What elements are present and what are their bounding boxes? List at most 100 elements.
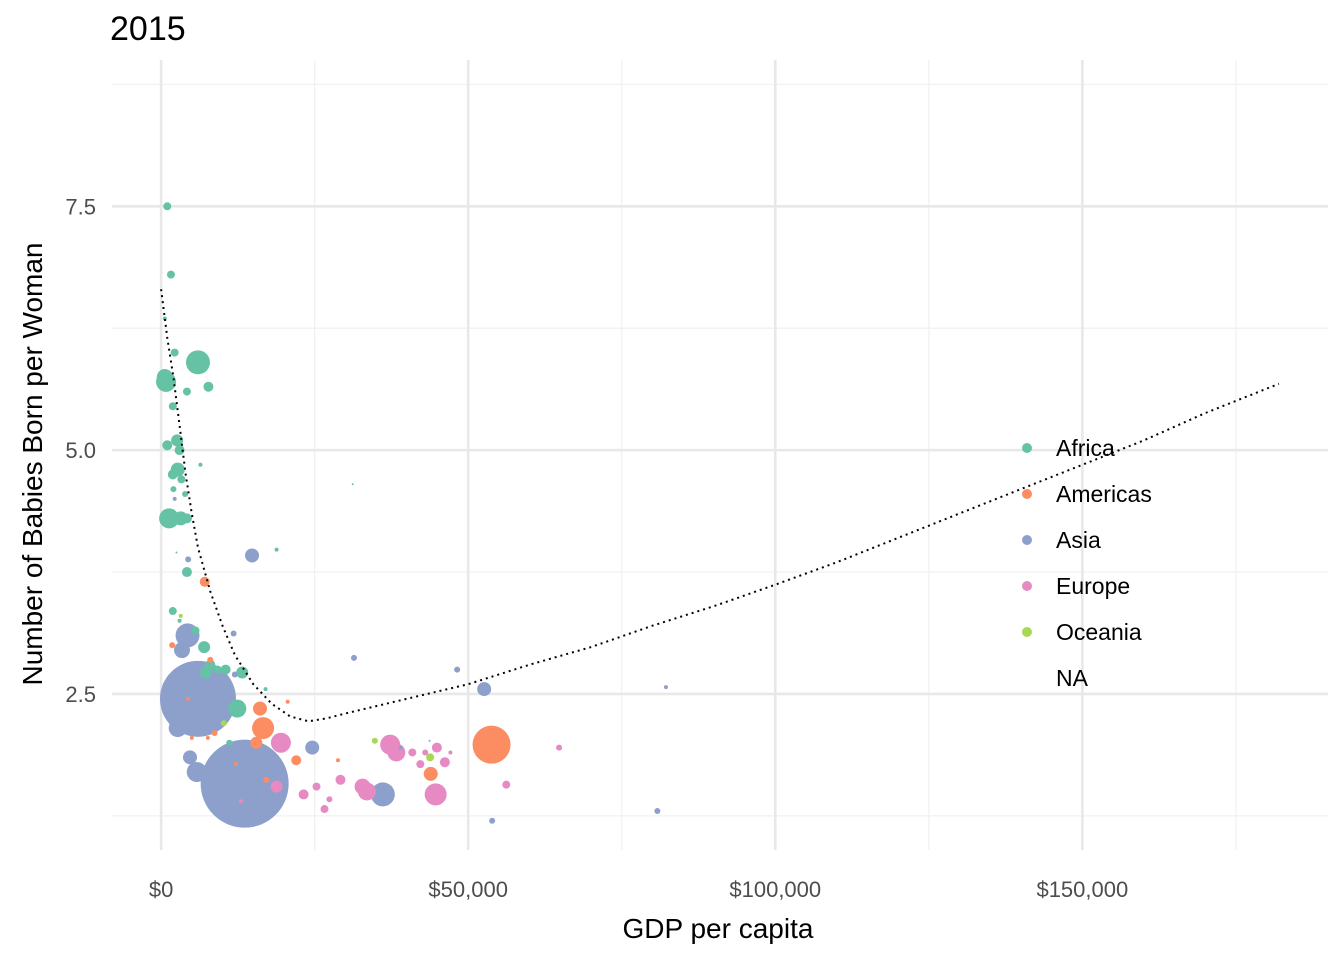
data-point-europe — [326, 796, 333, 803]
legend-key-oceania — [1022, 627, 1032, 637]
data-point-africa — [205, 659, 216, 670]
data-point-asia — [663, 685, 668, 690]
data-point-africa — [168, 402, 177, 411]
data-point-americas — [472, 725, 511, 764]
data-point-europe — [335, 774, 346, 785]
legend-key-africa — [1022, 443, 1032, 453]
data-point-europe — [312, 782, 321, 791]
data-point-americas — [186, 696, 191, 701]
data-point-africa — [198, 462, 203, 467]
x-tick-label: $50,000 — [428, 877, 508, 902]
data-point-europe — [448, 750, 453, 755]
data-point-americas — [423, 766, 438, 781]
data-point-africa — [170, 348, 179, 357]
data-point-asia — [454, 666, 461, 673]
data-point-americas — [250, 736, 263, 749]
x-axis-label: GDP per capita — [623, 913, 814, 944]
data-point-europe — [502, 780, 511, 789]
data-point-africa — [167, 469, 178, 480]
data-point-europe — [387, 743, 406, 762]
data-point-africa — [182, 387, 191, 396]
data-point-asia — [398, 745, 403, 750]
data-point-africa — [168, 607, 177, 616]
legend-label-oceania: Oceania — [1056, 619, 1142, 645]
data-point-americas — [205, 735, 210, 740]
minor-gridlines — [112, 60, 1328, 850]
major-gridlines — [112, 60, 1328, 850]
data-point-africa — [163, 202, 172, 211]
x-tick-labels: $0 $50,000 $100,000 $150,000 — [149, 877, 1128, 902]
data-point-asia — [174, 642, 191, 659]
data-point-oceania — [371, 737, 378, 744]
data-point-asia — [245, 548, 260, 563]
data-point-africa — [159, 508, 180, 529]
data-point-asia — [159, 660, 236, 737]
data-point-oceania — [426, 753, 435, 762]
data-point-africa — [198, 641, 211, 654]
data-point-europe — [298, 789, 309, 800]
data-point-europe — [354, 778, 371, 795]
data-point-asia — [186, 761, 207, 782]
data-point-africa — [351, 483, 354, 486]
data-point-americas — [336, 758, 341, 763]
data-point-europe — [320, 805, 329, 814]
legend-label-na: NA — [1056, 665, 1089, 691]
data-point-europe — [439, 757, 450, 768]
data-point-europe — [431, 742, 442, 753]
data-point-africa — [170, 486, 177, 493]
data-point-asia — [168, 719, 187, 738]
data-point-africa — [236, 666, 249, 679]
data-point-africa — [177, 475, 186, 484]
data-point-americas — [211, 729, 218, 736]
x-tick-label: $100,000 — [729, 877, 821, 902]
data-point-asia — [230, 630, 237, 637]
chart-title: 2015 — [110, 10, 186, 48]
data-point-europe — [270, 732, 291, 753]
data-point-africa — [181, 567, 192, 578]
data-point-africa — [174, 445, 185, 456]
legend-key-europe — [1022, 581, 1032, 591]
data-point-americas — [234, 762, 239, 767]
data-point-americas — [169, 642, 176, 649]
data-point-asia — [350, 654, 357, 661]
data-point-asia — [187, 662, 202, 677]
y-tick-label: 2.5 — [65, 682, 96, 707]
data-point-oceania — [220, 720, 227, 727]
data-point-africa — [182, 491, 189, 498]
legend-key-americas — [1022, 489, 1032, 499]
data-point-asia — [172, 496, 177, 501]
legend-key-asia — [1022, 535, 1032, 545]
data-point-asia — [428, 739, 431, 742]
data-point-asia — [477, 682, 492, 697]
data-point-europe — [424, 783, 447, 806]
data-point-asia — [654, 807, 661, 814]
x-tick-label: $0 — [149, 877, 173, 902]
data-point-europe — [422, 749, 429, 756]
data-point-africa — [181, 513, 192, 524]
data-point-africa — [274, 547, 279, 552]
data-point-europe — [238, 799, 243, 804]
data-point-africa — [162, 440, 173, 451]
data-point-africa — [263, 687, 268, 692]
data-point-africa — [166, 270, 175, 279]
y-tick-label: 7.5 — [65, 194, 96, 219]
data-point-asia — [305, 740, 320, 755]
data-point-africa — [228, 699, 247, 718]
data-point-europe — [556, 744, 563, 751]
data-point-americas — [207, 656, 214, 663]
y-axis-label: Number of Babies Born per Woman — [17, 242, 48, 685]
data-point-asia — [231, 671, 238, 678]
data-point-europe — [408, 748, 417, 757]
data-point-americas — [263, 776, 270, 783]
data-point-africa — [175, 551, 178, 554]
legend-label-europe: Europe — [1056, 573, 1130, 599]
data-point-africa — [226, 739, 233, 746]
data-point-asia — [200, 739, 289, 828]
data-point-asia — [489, 817, 496, 824]
y-tick-labels: 2.5 5.0 7.5 — [65, 194, 96, 707]
data-point-asia — [370, 782, 395, 807]
data-point-europe — [270, 780, 283, 793]
data-point-africa — [191, 626, 200, 635]
data-point-africa — [203, 381, 214, 392]
